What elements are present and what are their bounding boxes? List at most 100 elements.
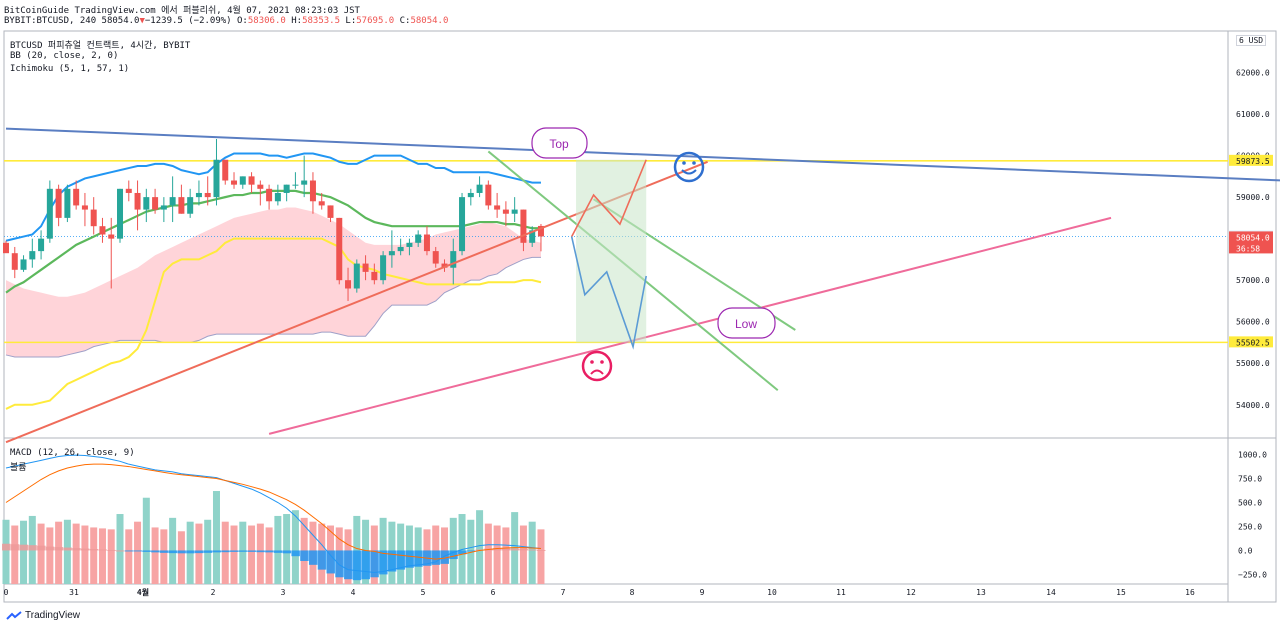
volume-bar — [484, 523, 492, 584]
volume-bar — [519, 525, 527, 584]
time-tick-label: 6 — [491, 588, 496, 597]
volume-bar — [177, 531, 185, 584]
volume-bar — [90, 527, 98, 584]
chart-title[interactable]: BTCUSD 퍼피츄얼 컨트랙트, 4시간, BYBIT — [10, 41, 191, 51]
macd-histogram-bar — [440, 550, 449, 564]
candle-body — [81, 205, 88, 210]
volume-bar — [142, 497, 150, 584]
price-tick-label: 55000.0 — [1236, 359, 1270, 368]
candle-body — [143, 197, 150, 210]
macd-histogram-bar — [116, 550, 125, 552]
price-tick-label: 54000.0 — [1236, 401, 1270, 410]
macd-histogram-bar — [256, 550, 265, 553]
smiley-eye — [682, 161, 686, 165]
macd-histogram-bar — [177, 550, 186, 554]
price-axis[interactable]: 54000.055000.056000.057000.058000.059000… — [1229, 69, 1273, 410]
publish-line: BitCoinGuide TradingView.com 에서 퍼블리쉬, 4월… — [4, 6, 360, 16]
macd-histogram-bar — [72, 548, 81, 551]
time-tick-label: 16 — [1185, 588, 1195, 597]
macd-histogram-bar — [308, 550, 318, 565]
candle-body — [380, 255, 387, 281]
time-tick-label: 2 — [211, 588, 216, 597]
volume-bar — [81, 525, 89, 584]
time-tick-label: 14 — [1046, 588, 1056, 597]
candle-body — [353, 263, 360, 289]
volume-bar — [283, 514, 291, 584]
price-label-bg — [1229, 336, 1273, 348]
candle-body — [222, 159, 229, 181]
time-tick-label: 8 — [630, 588, 635, 597]
time-tick-label: 11 — [836, 588, 846, 597]
macd-histogram-bar — [133, 550, 143, 552]
macd-axis[interactable]: 1000.0 750.0 500.0 250.0 0.0 −250.0 — [1238, 451, 1267, 580]
candle-body — [239, 176, 246, 185]
macd-histogram-bar — [63, 547, 72, 551]
low-label: Low — [735, 317, 757, 331]
candle-body — [266, 188, 273, 202]
macd-legend[interactable]: MACD (12, 26, close, 9) — [10, 448, 135, 458]
macd-histogram-bar — [98, 549, 107, 551]
candle-body — [301, 180, 308, 185]
macd-histogram-bar — [142, 550, 151, 552]
volume-bar — [212, 491, 220, 584]
price-label-bg — [1229, 231, 1273, 254]
macd-histogram-bar — [203, 550, 213, 553]
ichimoku-legend[interactable]: Ichimoku (5, 1, 57, 1) — [10, 64, 130, 74]
volume-legend[interactable]: 볼륨 — [10, 463, 27, 473]
candle-body — [134, 192, 141, 210]
volume-bar — [72, 523, 80, 584]
bar-countdown: 36:58 — [1236, 244, 1260, 253]
macd-histogram-bar — [396, 550, 406, 570]
volume-bar — [265, 527, 273, 584]
tradingview-logo-icon — [6, 610, 22, 620]
time-tick-label: 4월 — [137, 587, 149, 597]
candle-body — [90, 209, 97, 227]
volume-bar — [537, 529, 545, 584]
time-axis[interactable]: 0 31 4월 2 3 4 5 6 7 8 9 10 11 12 13 14 15 16 — [4, 587, 1195, 597]
volume-bar — [116, 514, 124, 584]
annotations[interactable]: Top Low — [531, 127, 776, 382]
low-label: L: — [345, 16, 357, 26]
macd-histogram-bar — [387, 550, 397, 572]
time-tick-label: 12 — [906, 588, 916, 597]
price-label: 59873.5 — [1236, 157, 1270, 166]
candle-body — [178, 197, 185, 214]
volume-bar — [239, 521, 247, 584]
tradingview-footer[interactable]: TradingView — [6, 610, 80, 621]
candle-body — [55, 188, 62, 218]
volume-bar — [502, 527, 510, 584]
candle-body — [274, 192, 281, 202]
smiley-eye — [692, 161, 696, 165]
volume-bar — [353, 515, 361, 584]
price-tick-label: 62000.0 — [1236, 69, 1270, 78]
price-tick-label: 57000.0 — [1236, 276, 1270, 285]
candle-body — [520, 209, 527, 243]
candle-body — [397, 246, 404, 252]
time-tick-label: 5 — [421, 588, 426, 597]
candle-body — [309, 180, 316, 202]
bb-legend[interactable]: BB (20, close, 2, 0) — [10, 51, 119, 61]
top-callout — [531, 127, 588, 159]
macd-tick-label: −250.0 — [1238, 570, 1267, 579]
volume-bar — [291, 510, 299, 584]
macd-histogram-bar — [2, 543, 11, 551]
currency-button[interactable]: 6 USD — [1236, 35, 1267, 46]
macd-tick-label: 1000.0 — [1238, 451, 1267, 460]
candle-body — [529, 230, 536, 243]
macd-histogram-bar — [124, 550, 134, 552]
macd-line — [5, 454, 542, 573]
candle-body — [415, 234, 422, 243]
volume-bar — [528, 521, 536, 584]
candle-body — [467, 192, 474, 198]
candle-body — [99, 226, 106, 235]
trendline-resistance-blue — [5, 127, 1280, 182]
candle-body — [108, 234, 115, 239]
open-label: O: — [237, 16, 248, 26]
time-tick-label: 0 — [4, 588, 9, 597]
volume-bar — [256, 523, 264, 584]
candle-body — [38, 238, 45, 252]
price-tick-label: 59000.0 — [1236, 193, 1270, 202]
volume-bar — [46, 527, 54, 584]
smiley-mouth — [681, 169, 697, 175]
